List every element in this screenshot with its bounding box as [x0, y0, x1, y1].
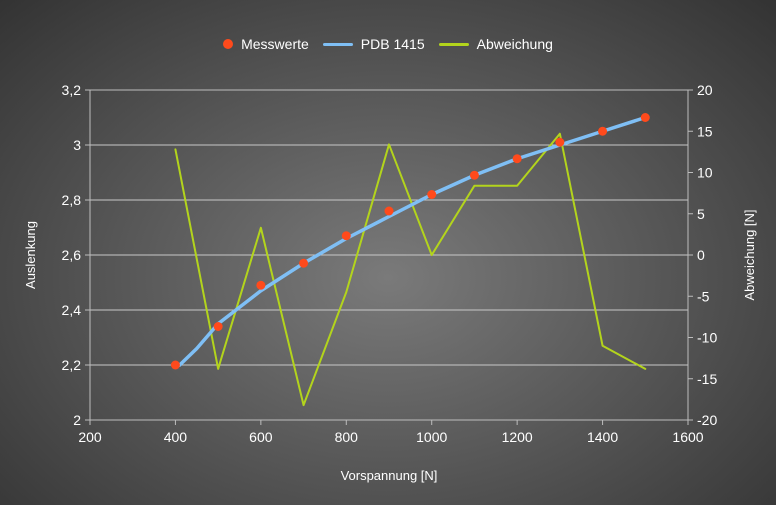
grid-lines	[90, 89, 688, 421]
x-tick-label-1: 400	[164, 429, 188, 445]
series-abweichung	[174, 132, 647, 407]
data-point-10	[598, 126, 608, 136]
y-right-tick-label-0: -20	[697, 412, 717, 428]
data-point-0	[170, 360, 180, 370]
y-left-tick-label-4: 2,8	[62, 192, 82, 208]
y-left-tick-label-5: 3	[73, 137, 81, 153]
y-left-tick-label-0: 2	[73, 412, 81, 428]
y-right-tick-label-2: -10	[697, 330, 717, 346]
legend-swatch-pdb	[322, 42, 353, 46]
x-tick-label-5: 1200	[502, 429, 533, 445]
x-axis-ticks: 200 400 600 800 1000 1200 1400 1600	[78, 420, 704, 445]
legend-label-pdb: PDB 1415	[360, 36, 425, 52]
legend-item-messwerte: Messwerte	[223, 36, 309, 52]
chart-legend: Messwerte PDB 1415 Abweichung	[0, 36, 776, 52]
series-line-1	[177, 115, 648, 367]
legend-item-pdb: PDB 1415	[322, 36, 425, 52]
y-left-tick-label-1: 2,2	[62, 357, 82, 373]
data-point-1	[213, 322, 223, 331]
series-layer	[170, 113, 650, 407]
data-point-11	[640, 113, 650, 122]
y-right-axis-title: Abweichung [N]	[742, 209, 757, 300]
y-left-axis-title: Auslenkung	[23, 221, 38, 289]
data-point-9	[555, 137, 565, 147]
legend-swatch-messwerte	[223, 39, 234, 49]
y-right-tick-label-8: 20	[697, 82, 713, 98]
x-tick-label-6: 1400	[587, 429, 618, 445]
x-tick-label-0: 200	[78, 429, 102, 445]
y-right-axis-ticks: -20 -15 -10 -5 0 5 10 15 20	[688, 82, 717, 428]
data-point-2	[256, 280, 266, 290]
y-left-tick-label-2: 2,4	[62, 302, 82, 318]
legend-swatch-abweichung	[438, 42, 469, 46]
x-tick-label-3: 800	[335, 429, 359, 445]
data-point-8	[512, 154, 522, 164]
x-tick-label-7: 1600	[672, 429, 703, 445]
data-point-4	[341, 231, 351, 241]
y-right-tick-label-3: -5	[697, 288, 710, 304]
data-point-3	[299, 258, 309, 268]
y-right-tick-label-4: 0	[697, 247, 705, 263]
y-right-tick-label-1: -15	[697, 371, 717, 387]
x-tick-label-2: 600	[249, 429, 273, 445]
legend-label-messwerte: Messwerte	[241, 36, 309, 52]
y-right-tick-label-7: 15	[697, 123, 713, 139]
series-line-2	[174, 132, 647, 407]
legend-label-abweichung: Abweichung	[476, 36, 553, 52]
x-tick-label-4: 1000	[416, 429, 447, 445]
data-point-5	[384, 206, 394, 216]
y-right-tick-label-5: 5	[697, 206, 705, 222]
series-messwerte	[170, 113, 650, 370]
y-right-tick-label-6: 10	[697, 165, 713, 181]
x-axis-title: Vorspannung [N]	[341, 468, 438, 483]
data-point-6	[427, 190, 437, 199]
y-left-tick-label-6: 3,2	[62, 82, 82, 98]
data-point-7	[469, 170, 479, 180]
series-pdb-1415	[177, 115, 648, 367]
y-left-tick-label-3: 2,6	[62, 247, 82, 263]
y-left-axis-ticks: 2 2,2 2,4 2,6 2,8 3 3,2	[62, 82, 90, 428]
legend-item-abweichung: Abweichung	[438, 36, 553, 52]
